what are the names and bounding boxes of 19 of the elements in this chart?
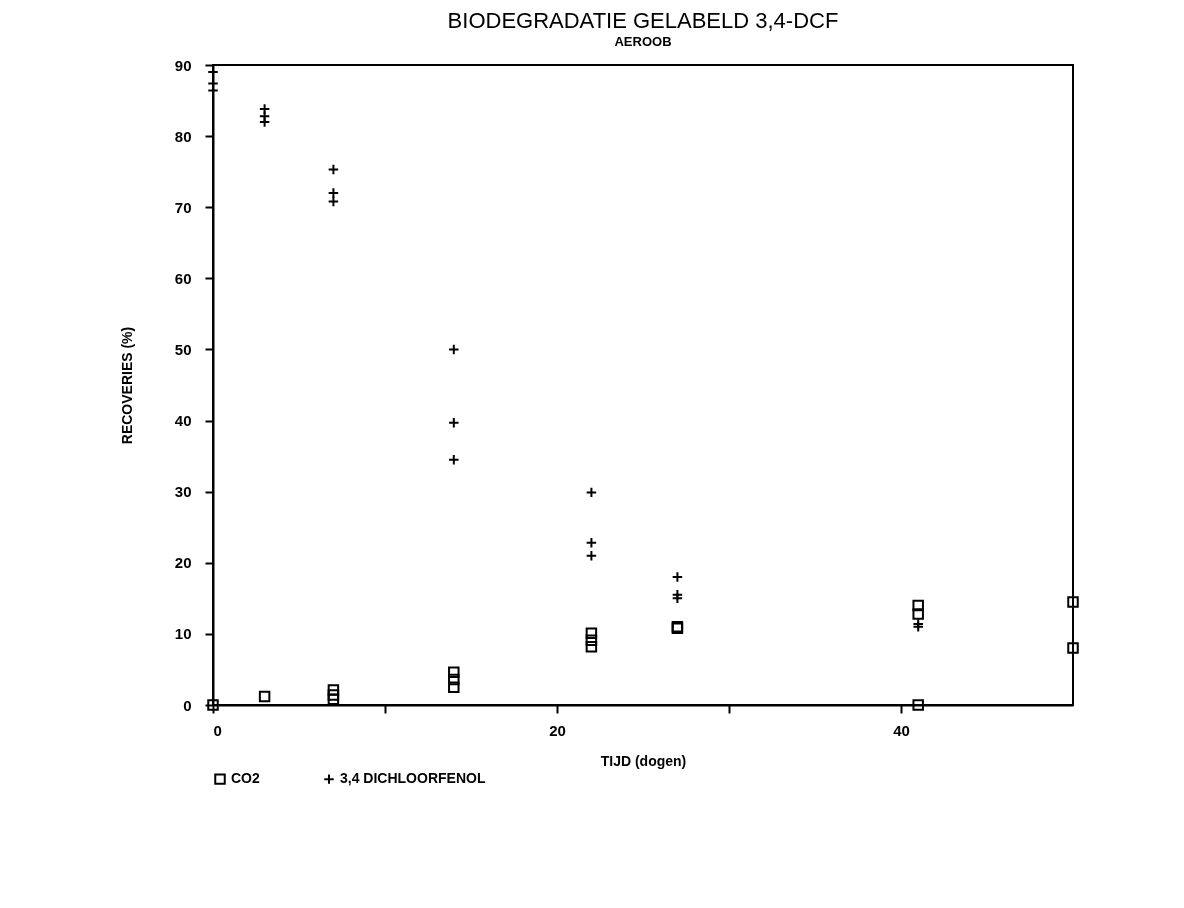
y-tick-label: 20 [174,554,192,572]
legend-label: CO2 [231,770,260,787]
y-tick-label: 70 [174,198,192,216]
y-tick-label: 0 [183,696,192,714]
y-tick-label: 40 [174,412,192,430]
y-tick-label: 50 [174,340,192,358]
chart-subtitle: AEROOB [614,34,672,49]
x-tick-label: 0 [213,721,222,739]
y-tick-label: 90 [174,56,192,74]
y-tick-label: 60 [174,269,192,287]
x-axis-title: TIJD (dogen) [600,752,687,769]
y-tick-label: 10 [174,625,192,643]
y-tick-label: 80 [174,127,192,145]
chart-title: BIODEGRADATIE GELABELD 3,4-DCF [447,8,839,33]
y-axis-title: RECOVERIES (%) [118,326,135,445]
x-tick-label: 20 [549,721,566,739]
x-tick-label: 40 [893,721,910,739]
y-tick-label: 30 [174,483,192,501]
legend-label: 3,4 DICHLOORFENOL [340,770,486,787]
